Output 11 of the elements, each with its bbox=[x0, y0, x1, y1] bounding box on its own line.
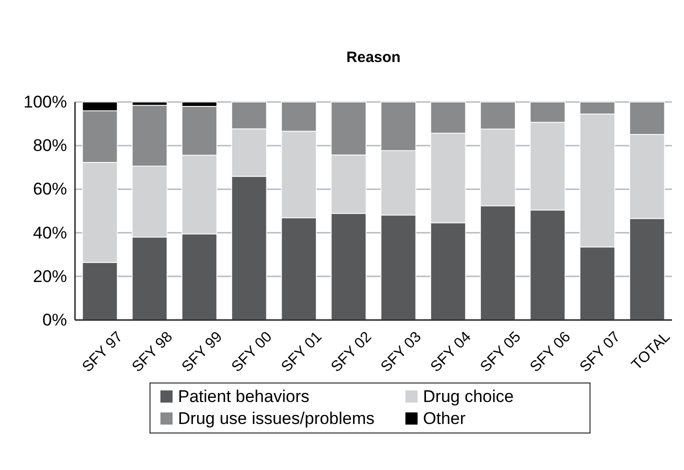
y-tick-label: 60% bbox=[32, 180, 67, 199]
chart-title: Reason bbox=[346, 49, 401, 66]
legend-label: Drug use issues/problems bbox=[178, 409, 375, 428]
legend-label: Drug choice bbox=[423, 387, 514, 406]
y-tick-label: 100% bbox=[24, 92, 67, 112]
y-tick-label: 40% bbox=[32, 223, 67, 242]
y-tick-label: 0% bbox=[42, 310, 67, 330]
legend-label: Patient behaviors bbox=[178, 387, 310, 406]
y-tick-label: 80% bbox=[32, 136, 67, 156]
y-tick-label: 20% bbox=[32, 266, 67, 286]
legend-label: Other bbox=[423, 409, 466, 428]
